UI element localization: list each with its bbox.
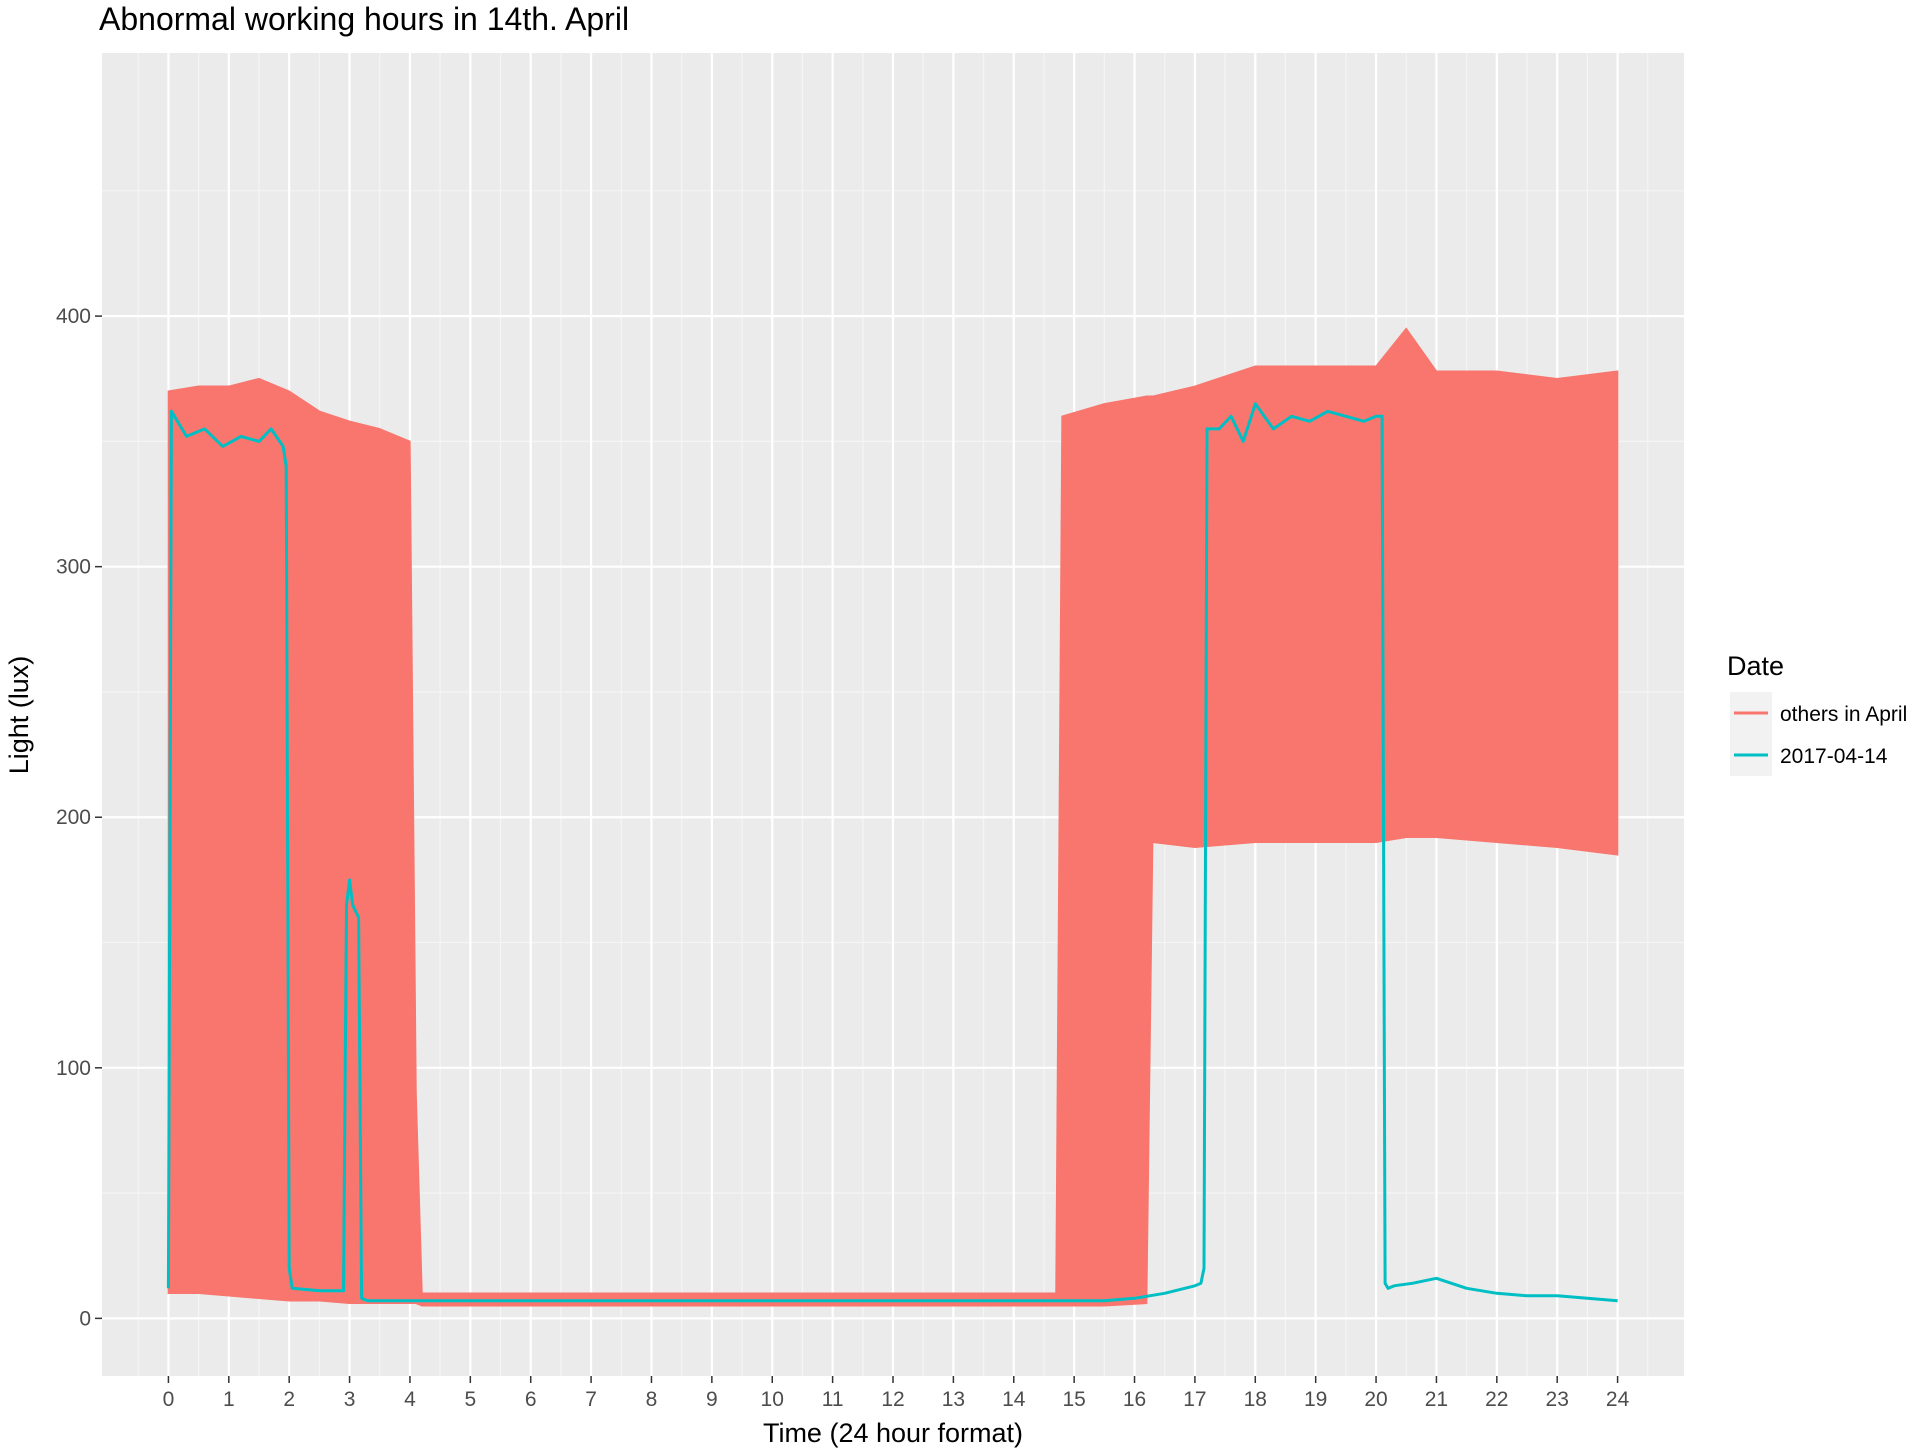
x-tick-labels: 0 1 2 3 4 5 6 7 8 9 10 11 12 13 14 15 16 17 18 19 20 21 22 23 24 <box>163 1388 1630 1411</box>
legend-title: Date <box>1727 651 1784 681</box>
x-tick-label: 8 <box>646 1388 658 1411</box>
y-tick-label: 300 <box>56 556 91 579</box>
x-tick-label: 7 <box>585 1388 597 1411</box>
x-tick-label: 12 <box>881 1388 904 1411</box>
x-tick-label: 23 <box>1546 1388 1569 1411</box>
x-tick-label: 9 <box>706 1388 718 1411</box>
axis-ticks <box>95 315 1619 1383</box>
x-tick-label: 20 <box>1364 1388 1387 1411</box>
x-tick-label: 11 <box>822 1388 844 1411</box>
x-tick-label: 16 <box>1123 1388 1146 1411</box>
x-tick-label: 2 <box>283 1388 295 1411</box>
x-tick-label: 22 <box>1485 1388 1508 1411</box>
x-tick-label: 1 <box>223 1388 235 1411</box>
y-tick-label: 400 <box>56 305 91 328</box>
x-tick-label: 10 <box>761 1388 784 1411</box>
x-tick-label: 13 <box>942 1388 965 1411</box>
y-tick-labels: 0 100 200 300 400 <box>56 305 91 1330</box>
x-tick-label: 17 <box>1183 1388 1206 1411</box>
x-axis-title: Time (24 hour format) <box>763 1418 1023 1448</box>
x-tick-label: 18 <box>1244 1388 1267 1411</box>
y-tick-label: 0 <box>79 1307 91 1330</box>
x-tick-label: 24 <box>1606 1388 1630 1411</box>
x-tick-label: 4 <box>404 1388 416 1411</box>
x-tick-label: 15 <box>1062 1388 1085 1411</box>
y-tick-label: 100 <box>56 1057 91 1080</box>
y-axis-title: Light (lux) <box>4 656 34 775</box>
y-tick-label: 200 <box>56 806 91 829</box>
legend-label: 2017-04-14 <box>1780 745 1888 768</box>
x-tick-label: 3 <box>344 1388 356 1411</box>
series-line-2017-04-14 <box>166 402 1618 1303</box>
x-tick-label: 21 <box>1425 1388 1448 1411</box>
series-layer <box>166 327 1619 1307</box>
x-tick-label: 5 <box>464 1388 476 1411</box>
x-tick-label: 19 <box>1304 1388 1327 1411</box>
legend-label: others in April <box>1780 703 1907 726</box>
series-band-others-in-april <box>167 327 1619 1307</box>
legend: Date others in April 2017-04-14 <box>1727 651 1907 776</box>
x-tick-label: 14 <box>1002 1388 1026 1411</box>
chart-title: Abnormal working hours in 14th. April <box>99 1 629 37</box>
x-tick-label: 0 <box>163 1388 175 1411</box>
legend-entries: others in April 2017-04-14 <box>1730 692 1907 776</box>
x-tick-label: 6 <box>525 1388 537 1411</box>
